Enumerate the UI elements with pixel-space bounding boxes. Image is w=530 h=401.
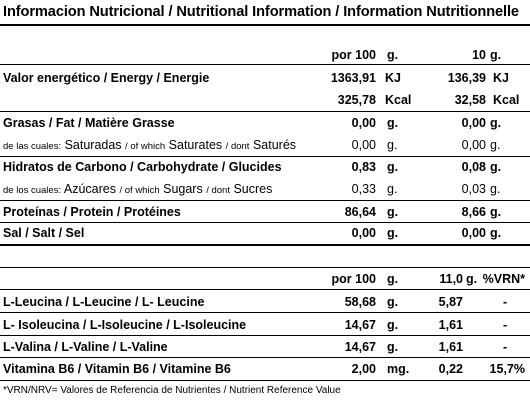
footnote: *VRN/NRV= Valores de Referencia de Nutri… xyxy=(3,385,341,396)
value: 5,87 xyxy=(438,295,463,309)
value: 8,66 xyxy=(461,205,486,219)
unit: g. xyxy=(387,318,399,332)
label-sep: / of which xyxy=(119,185,160,196)
value: 86,64 xyxy=(344,205,376,219)
unit: mg. xyxy=(387,362,410,376)
label-es: Saturadas xyxy=(64,138,122,152)
label-fr: Saturés xyxy=(252,138,297,152)
unit: g. xyxy=(490,205,502,219)
divider xyxy=(0,312,530,313)
value: 0,08 xyxy=(461,160,486,174)
row-label-salt: Sal / Salt / Sel xyxy=(3,226,85,240)
label-sep: / of which xyxy=(125,141,166,152)
vrn-value: - xyxy=(503,318,508,332)
header-vrn: %VRN* xyxy=(482,272,525,286)
row-label-leucine: L-Leucina / L-Leucine / L- Leucine xyxy=(3,295,205,309)
divider xyxy=(0,335,530,336)
label-prefix: de las cuales: xyxy=(3,141,62,152)
divider xyxy=(0,111,530,112)
value: 14,67 xyxy=(344,318,376,332)
unit: g. xyxy=(387,160,399,174)
unit: g. xyxy=(387,340,399,354)
divider xyxy=(0,222,530,223)
unit: g. xyxy=(387,116,399,130)
value-energy-kcal-serving: 32,58 xyxy=(454,93,486,107)
row-label-protein: Proteínas / Protein / Protéines xyxy=(3,205,181,219)
unit: g. xyxy=(490,160,502,174)
label-sep: / dont xyxy=(225,141,250,152)
divider xyxy=(0,200,530,201)
unit: g. xyxy=(490,116,502,130)
row-label-valine: L-Valina / L-Valine / L-Valine xyxy=(3,340,168,354)
row-label-vitamin-b6: Vitamina B6 / Vitamin B6 / Vitamine B6 xyxy=(3,362,231,376)
unit: g. xyxy=(490,182,501,196)
divider xyxy=(0,156,530,157)
unit: Kcal xyxy=(385,93,412,107)
header-per100: por 100 xyxy=(331,48,376,62)
row-label-fat: Grasas / Fat / Matière Grasse xyxy=(3,116,175,130)
label-en: Saturates xyxy=(168,138,223,152)
row-label-energy: Valor energético / Energy / Energie xyxy=(3,71,210,85)
vrn-value: 15,7% xyxy=(489,362,525,376)
label-en: Sugars xyxy=(163,182,203,196)
value-energy-kj-100: 1363,91 xyxy=(330,71,376,85)
divider xyxy=(0,267,530,268)
row-label-carbohydrate: Hidratos de Carbono / Carbohydrate / Glu… xyxy=(3,160,282,174)
unit: g. xyxy=(387,205,399,219)
header-unit100: g. xyxy=(387,272,399,286)
divider xyxy=(0,24,530,26)
unit: KJ xyxy=(385,71,401,85)
value: 0,33 xyxy=(351,182,376,196)
divider xyxy=(0,380,530,381)
unit: g. xyxy=(387,226,399,240)
divider xyxy=(0,357,530,358)
header-unit100: g. xyxy=(387,48,399,62)
vrn-value: - xyxy=(503,295,508,309)
value: 1,61 xyxy=(438,318,463,332)
header-unit-serving: g. xyxy=(466,272,478,286)
divider xyxy=(0,244,530,246)
value: 2,00 xyxy=(351,362,376,376)
value: 58,68 xyxy=(344,295,376,309)
unit: g. xyxy=(490,226,502,240)
value: 0,00 xyxy=(461,226,486,240)
table-title: Informacion Nutricional / Nutritional In… xyxy=(3,4,519,20)
value-energy-kj-serving: 136,39 xyxy=(447,71,486,85)
unit: Kcal xyxy=(493,93,520,107)
value: 0,83 xyxy=(351,160,376,174)
header-per100: por 100 xyxy=(331,272,376,286)
header-per-serving: 10 xyxy=(472,48,486,62)
label-es: Azúcares xyxy=(63,182,116,196)
unit: g. xyxy=(387,138,398,152)
unit: KJ xyxy=(493,71,509,85)
header-per-serving: 11,0 xyxy=(439,272,463,286)
row-label-saturates: de las cuales: Saturadas / of which Satu… xyxy=(3,138,296,154)
label-fr: Sucres xyxy=(233,182,273,196)
unit: g. xyxy=(387,182,398,196)
value: 0,03 xyxy=(461,182,486,196)
value: 0,00 xyxy=(461,116,486,130)
row-label-sugars: de los cuales: Azúcares / of which Sugar… xyxy=(3,182,272,198)
divider xyxy=(0,289,530,290)
value: 0,22 xyxy=(438,362,463,376)
header-unit-serving: g. xyxy=(490,48,502,62)
vrn-value: - xyxy=(503,340,508,354)
unit: g. xyxy=(387,295,399,309)
value: 0,00 xyxy=(461,138,486,152)
divider xyxy=(0,64,530,65)
value: 0,00 xyxy=(351,116,376,130)
value: 14,67 xyxy=(344,340,376,354)
label-sep: / dont xyxy=(206,185,230,196)
value: 0,00 xyxy=(351,138,376,152)
label-prefix: de los cuales: xyxy=(3,185,62,196)
unit: g. xyxy=(490,138,501,152)
value: 1,61 xyxy=(438,340,463,354)
value-energy-kcal-100: 325,78 xyxy=(337,93,376,107)
row-label-isoleucine: L- Isoleucina / L-Isoleucine / L-Isoleuc… xyxy=(3,318,247,332)
value: 0,00 xyxy=(351,226,376,240)
